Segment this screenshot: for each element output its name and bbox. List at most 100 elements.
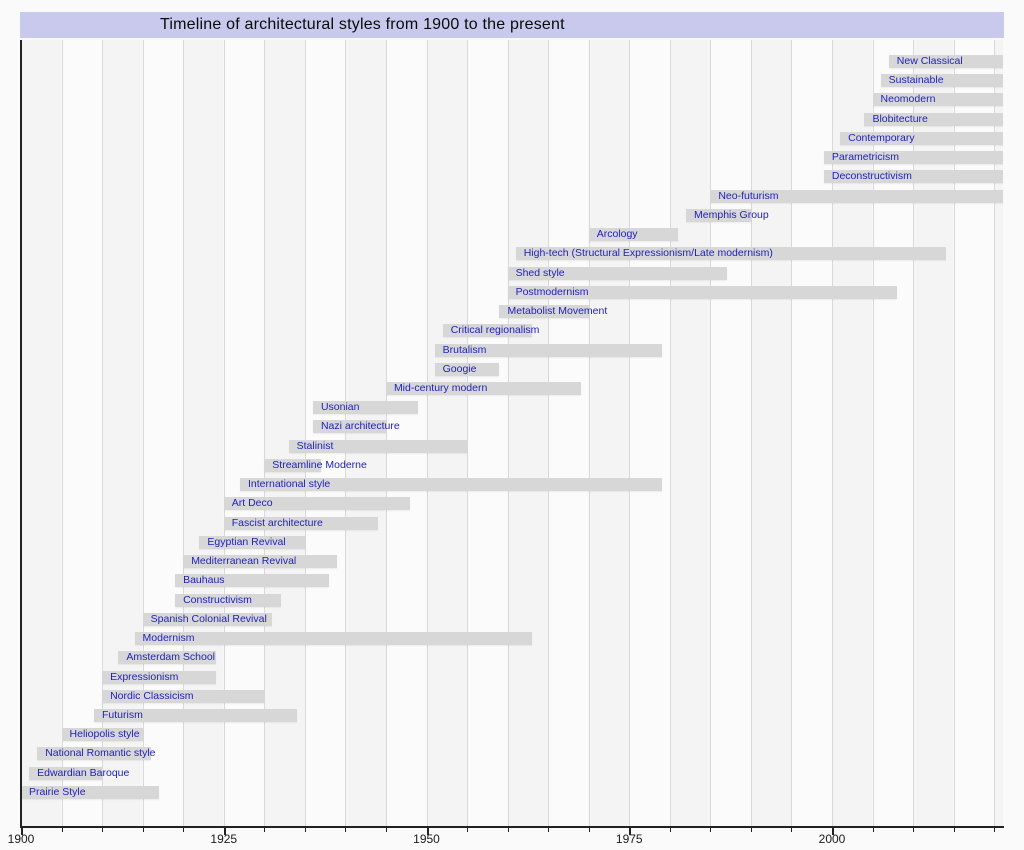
axis-tick-label-1925: 1925 (210, 832, 238, 846)
style-label[interactable]: Shed style (515, 266, 565, 279)
timeline-bar: Nordic Classicism (102, 689, 265, 703)
style-label[interactable]: Constructivism (183, 593, 252, 606)
timeline-bar: Nazi architecture (312, 420, 400, 434)
axis-tick-label-1975: 1975 (615, 832, 643, 846)
minor-tick-1955 (467, 828, 469, 832)
style-label[interactable]: National Romantic style (45, 747, 156, 760)
style-label[interactable]: Postmodernism (515, 285, 589, 298)
gridline-1990 (750, 40, 752, 827)
timeline-bar: Constructivism (175, 593, 281, 607)
timeline-bar: Amsterdam School (118, 651, 216, 665)
axis-tick-label-1900: 1900 (7, 832, 35, 846)
gridline-1910 (102, 40, 104, 827)
style-label[interactable]: Brutalism (442, 343, 487, 356)
style-label[interactable]: Nazi architecture (320, 420, 400, 433)
style-label[interactable]: Edwardian Baroque (37, 766, 130, 779)
timeline-bar: Brutalism (434, 343, 662, 357)
minor-tick-1980 (669, 828, 671, 832)
style-label[interactable]: New Classical (896, 55, 963, 67)
chart-title: Timeline of architectural styles from 19… (160, 16, 565, 33)
style-label[interactable]: Neo-futurism (718, 189, 779, 202)
style-label[interactable]: Amsterdam School (126, 651, 216, 664)
minor-tick-1905 (61, 828, 63, 832)
style-label[interactable]: Expressionism (110, 670, 179, 683)
style-label[interactable]: Googie (442, 362, 477, 375)
minor-tick-1915 (142, 828, 144, 832)
timeline-bar: Usonian (312, 401, 419, 415)
gridline-1950 (426, 40, 428, 827)
gridline-1975 (629, 40, 631, 827)
timeline-bar: Parametricism (823, 151, 1003, 165)
style-label[interactable]: Spanish Colonial Revival (150, 612, 267, 625)
minor-tick-1920 (183, 828, 185, 832)
style-label[interactable]: High-tech (Structural Expressionism/Late… (523, 247, 773, 260)
style-label[interactable]: Parametricism (831, 151, 899, 164)
timeline-bar: Stalinist (288, 439, 468, 453)
gridline-2000 (832, 40, 833, 827)
style-label[interactable]: Modernism (142, 632, 195, 645)
style-label[interactable]: Mid-century modern (393, 381, 488, 394)
timeline-bar: National Romantic style (37, 747, 156, 761)
style-label[interactable]: Critical regionalism (450, 324, 540, 337)
timeline-bar: Memphis Group (686, 208, 769, 222)
style-label[interactable]: Arcology (596, 228, 638, 241)
style-label[interactable]: Metabolist Movement (507, 305, 608, 318)
style-label[interactable]: Deconstructivism (831, 170, 912, 183)
gridline-1920 (183, 40, 185, 827)
gridline-1940 (345, 40, 347, 827)
timeline-bar: Art Deco (223, 497, 411, 511)
style-label[interactable]: Mediterranean Revival (191, 555, 297, 568)
timeline-bar: Streamline Moderne (264, 458, 367, 472)
gridline-1925 (223, 40, 225, 827)
style-label[interactable]: Bauhaus (183, 574, 225, 587)
style-label[interactable]: Streamline Moderne (272, 458, 367, 471)
timeline-bar: New Classical (888, 55, 1003, 68)
timeline-bar: Futurism (93, 708, 297, 722)
style-label[interactable]: Neomodern (880, 93, 936, 106)
chart-title-bar: Timeline of architectural styles from 19… (20, 12, 1004, 38)
style-label[interactable]: Egyptian Revival (207, 535, 286, 548)
style-label[interactable]: Prairie Style (29, 785, 86, 798)
style-label[interactable]: Heliopolis style (69, 728, 140, 741)
style-label[interactable]: Nordic Classicism (110, 689, 194, 702)
gridline-1955 (467, 40, 469, 827)
timeline-bar: Edwardian Baroque (29, 766, 129, 780)
timeline-bar: Modernism (134, 632, 532, 646)
style-label[interactable]: Sustainable (888, 74, 944, 87)
gridline-1915 (142, 40, 144, 827)
timeline-bar: Neomodern (872, 93, 1003, 107)
style-label[interactable]: Memphis Group (694, 208, 769, 221)
timeline-bar: Expressionism (102, 670, 216, 684)
timeline-bar: Googie (434, 362, 500, 376)
timeline-bar: Critical regionalism (442, 324, 539, 338)
style-label[interactable]: Stalinist (296, 439, 334, 452)
timeline-bar: High-tech (Structural Expressionism/Late… (515, 247, 946, 261)
timeline-bar: Egyptian Revival (199, 535, 305, 549)
gridline-1945 (385, 40, 387, 827)
timeline-bar: Deconstructivism (823, 170, 1003, 184)
style-label[interactable]: International style (247, 478, 331, 491)
minor-tick-1945 (385, 828, 387, 832)
gridline-2005 (872, 40, 874, 827)
timeline-bar: Mid-century modern (385, 381, 581, 395)
style-label[interactable]: Fascist architecture (231, 516, 323, 529)
minor-tick-1990 (750, 828, 752, 832)
minor-tick-1965 (548, 828, 550, 832)
gridline-1905 (61, 40, 63, 827)
style-label[interactable]: Futurism (101, 708, 143, 721)
minor-tick-1960 (507, 828, 509, 832)
style-label[interactable]: Contemporary (848, 131, 915, 144)
timeline-bar: Bauhaus (175, 574, 330, 588)
minor-tick-1940 (345, 828, 347, 832)
major-tick-1950 (426, 828, 429, 835)
timeline-bar: Blobitecture (864, 112, 1003, 126)
timeline-bar: Postmodernism (507, 285, 897, 299)
minor-tick-1930 (264, 828, 266, 832)
style-label[interactable]: Usonian (320, 401, 360, 414)
style-label[interactable]: Art Deco (231, 497, 273, 510)
timeline-plot-area: New Classical Sustainable Neomodern Blobite… (21, 40, 1003, 827)
gridline-2015 (953, 40, 955, 827)
timeline-bar: Fascist architecture (223, 516, 378, 530)
style-label[interactable]: Blobitecture (872, 112, 928, 125)
